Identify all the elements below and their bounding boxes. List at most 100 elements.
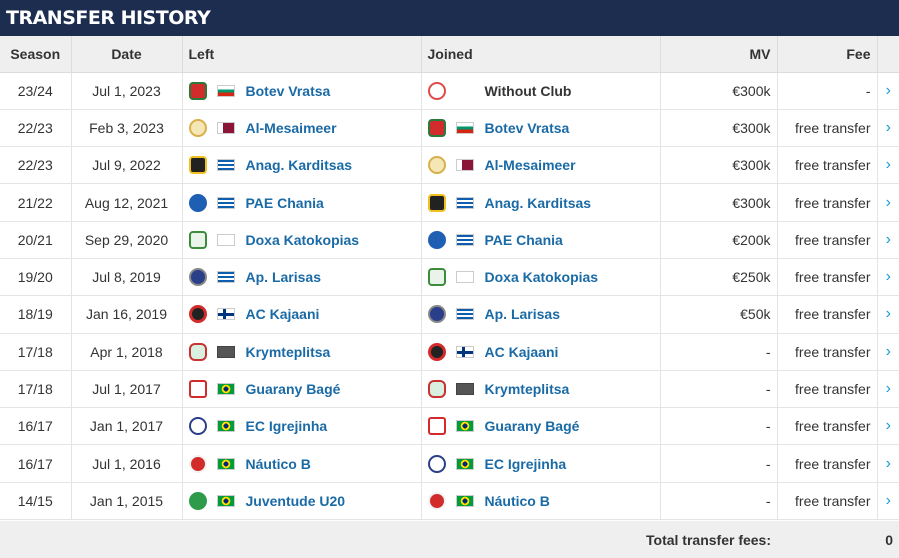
- joined-club-cell: Doxa Katokopias: [421, 258, 661, 297]
- row-detail-arrow-icon[interactable]: ›: [877, 407, 899, 446]
- nautico-crest[interactable]: [427, 491, 446, 510]
- unknown-flag-icon: [216, 345, 235, 358]
- season-cell: 21/22: [0, 183, 72, 222]
- joined-club-link[interactable]: Anag. Karditsas: [484, 194, 592, 211]
- brazil-flag-icon: [455, 494, 474, 507]
- finland-flag-icon: [455, 345, 474, 358]
- igrejinha-crest[interactable]: [188, 417, 207, 436]
- mesaimeer-crest[interactable]: [427, 156, 446, 175]
- joined-club-link[interactable]: Krymteplitsa: [484, 381, 570, 398]
- table-row[interactable]: 22/23 Jul 9, 2022 Anag. Karditsas Al-Mesaim…: [0, 146, 899, 185]
- guarany-crest[interactable]: [427, 417, 446, 436]
- greece-flag-icon: [455, 196, 474, 209]
- cyprus-flag-icon: [216, 233, 235, 246]
- left-club-link[interactable]: Doxa Katokopias: [245, 231, 360, 248]
- doxa-crest[interactable]: [427, 268, 446, 287]
- date-cell: Jan 1, 2015: [71, 482, 183, 521]
- market-value-cell: €300k: [660, 183, 778, 222]
- row-detail-arrow-icon[interactable]: ›: [877, 295, 899, 334]
- joined-club-link[interactable]: PAE Chania: [484, 231, 563, 248]
- botev-crest[interactable]: [188, 81, 207, 100]
- igrejinha-crest[interactable]: [427, 454, 446, 473]
- left-club-link[interactable]: Anag. Karditsas: [245, 157, 353, 174]
- krymteplitsa-crest[interactable]: [427, 380, 446, 399]
- left-club-link[interactable]: Guarany Bagé: [245, 381, 341, 398]
- joined-club-link[interactable]: Al-Mesaimeer: [484, 157, 576, 174]
- row-detail-arrow-icon[interactable]: ›: [877, 370, 899, 409]
- table-row[interactable]: 16/17 Jul 1, 2016 Náutico B EC Igrejinha - fr…: [0, 444, 899, 483]
- joined-club-link[interactable]: Ap. Larisas: [484, 306, 560, 323]
- botev-crest[interactable]: [427, 118, 446, 137]
- row-detail-arrow-icon[interactable]: ›: [877, 109, 899, 148]
- col-fee-header[interactable]: Fee: [777, 36, 878, 73]
- row-detail-arrow-icon[interactable]: ›: [877, 183, 899, 222]
- table-row[interactable]: 18/19 Jan 16, 2019 AC Kajaani Ap. Larisas €5…: [0, 295, 899, 334]
- table-row[interactable]: 17/18 Jul 1, 2017 Guarany Bagé Krymteplitsa…: [0, 370, 899, 409]
- mesaimeer-crest[interactable]: [188, 118, 207, 137]
- bulgaria-flag-icon: [216, 84, 235, 97]
- table-row[interactable]: 21/22 Aug 12, 2021 PAE Chania Anag. Kardits…: [0, 183, 899, 222]
- joined-club-link[interactable]: EC Igrejinha: [484, 455, 567, 472]
- date-cell: Jul 1, 2017: [71, 370, 183, 409]
- karditsas-crest[interactable]: [188, 156, 207, 175]
- joined-club-link[interactable]: Botev Vratsa: [484, 119, 570, 136]
- left-club-cell: Guarany Bagé: [182, 370, 422, 409]
- left-club-link[interactable]: Ap. Larisas: [245, 269, 321, 286]
- table-row[interactable]: 16/17 Jan 1, 2017 EC Igrejinha Guarany Bagé…: [0, 407, 899, 446]
- left-club-link[interactable]: Krymteplitsa: [245, 343, 331, 360]
- kajaani-crest[interactable]: [188, 305, 207, 324]
- doxa-crest[interactable]: [188, 230, 207, 249]
- table-row[interactable]: 14/15 Jan 1, 2015 Juventude U20 Náutico B -f…: [0, 482, 899, 521]
- col-mv-header[interactable]: MV: [660, 36, 778, 73]
- left-club-link[interactable]: Juventude U20: [245, 492, 346, 509]
- date-cell: Jan 16, 2019: [71, 295, 183, 334]
- karditsas-crest[interactable]: [427, 193, 446, 212]
- joined-club-cell: Náutico B: [421, 482, 661, 521]
- row-detail-arrow-icon[interactable]: ›: [877, 333, 899, 371]
- left-club-link[interactable]: Al-Mesaimeer: [245, 119, 337, 136]
- chania-crest[interactable]: [427, 230, 446, 249]
- table-row[interactable]: 23/24 Jul 1, 2023 Botev Vratsa Without Club…: [0, 72, 899, 110]
- kajaani-crest[interactable]: [427, 342, 446, 361]
- nautico-crest[interactable]: [188, 454, 207, 473]
- fee-cell: free transfer: [777, 146, 878, 185]
- joined-club-link[interactable]: Guarany Bagé: [484, 418, 580, 435]
- table-row[interactable]: 19/20 Jul 8, 2019 Ap. Larisas Doxa Katokopi…: [0, 258, 899, 297]
- table-row[interactable]: 20/21 Sep 29, 2020 Doxa Katokopias PAE Chan…: [0, 221, 899, 259]
- col-season-header[interactable]: Season: [0, 36, 72, 73]
- chania-crest[interactable]: [188, 193, 207, 212]
- row-detail-arrow-icon[interactable]: ›: [877, 221, 899, 259]
- col-date-header[interactable]: Date: [71, 36, 183, 73]
- left-club-link[interactable]: Náutico B: [245, 455, 311, 472]
- season-cell: 17/18: [0, 370, 72, 409]
- left-club-cell: Doxa Katokopias: [182, 221, 422, 259]
- row-detail-arrow-icon[interactable]: ›: [877, 482, 899, 521]
- fee-cell: free transfer: [777, 333, 878, 371]
- row-detail-arrow-icon[interactable]: ›: [877, 72, 899, 110]
- joined-club-cell: Botev Vratsa: [421, 109, 661, 148]
- row-detail-arrow-icon[interactable]: ›: [877, 444, 899, 483]
- date-cell: Feb 3, 2023: [71, 109, 183, 148]
- joined-club-link[interactable]: AC Kajaani: [484, 343, 559, 360]
- finland-flag-icon: [216, 308, 235, 321]
- left-club-link[interactable]: AC Kajaani: [245, 306, 320, 323]
- juventude-crest[interactable]: [188, 491, 207, 510]
- larisas-crest[interactable]: [427, 305, 446, 324]
- table-row[interactable]: 17/18 Apr 1, 2018 Krymteplitsa AC Kajaani - f…: [0, 333, 899, 371]
- joined-club-cell: AC Kajaani: [421, 333, 661, 371]
- row-detail-arrow-icon[interactable]: ›: [877, 258, 899, 297]
- left-club-link[interactable]: Botev Vratsa: [245, 82, 331, 99]
- row-detail-arrow-icon[interactable]: ›: [877, 146, 899, 185]
- date-cell: Aug 12, 2021: [71, 183, 183, 222]
- table-row[interactable]: 22/23 Feb 3, 2023 Al-Mesaimeer Botev Vratsa…: [0, 109, 899, 148]
- left-club-link[interactable]: EC Igrejinha: [245, 418, 328, 435]
- guarany-crest[interactable]: [188, 380, 207, 399]
- left-club-link[interactable]: PAE Chania: [245, 194, 324, 211]
- greece-flag-icon: [216, 159, 235, 172]
- joined-club-link[interactable]: Náutico B: [484, 492, 550, 509]
- season-cell: 16/17: [0, 407, 72, 446]
- larisas-crest[interactable]: [188, 268, 207, 287]
- joined-club-link[interactable]: Doxa Katokopias: [484, 269, 599, 286]
- krymteplitsa-crest[interactable]: [188, 342, 207, 361]
